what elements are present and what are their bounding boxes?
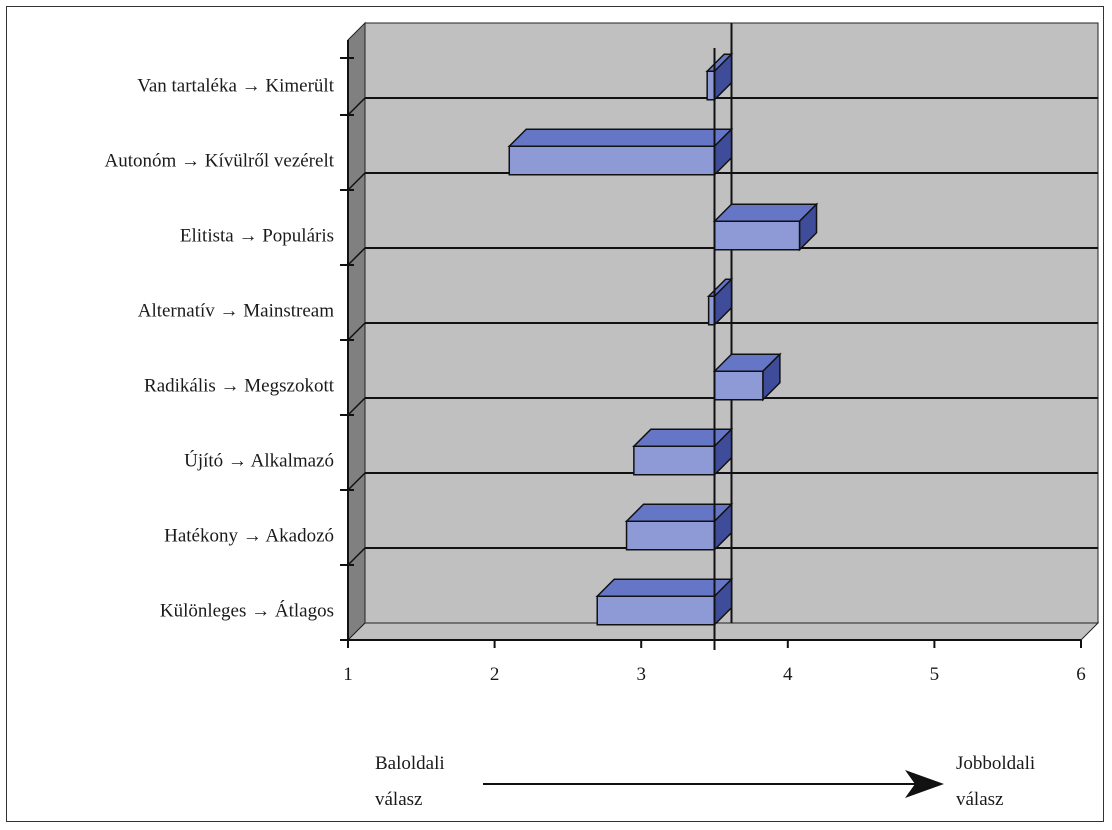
bar-top	[624, 503, 734, 522]
x-tick-label: 2	[490, 664, 500, 685]
gridline-side	[347, 247, 366, 266]
floor	[346, 622, 1100, 641]
x-tick-label: 1	[343, 664, 353, 685]
gridline-side	[347, 97, 366, 116]
bar-front	[625, 520, 716, 551]
left-note-line1: Baloldali	[375, 753, 445, 774]
x-tick-labels: 1 2 3 4 5 6	[343, 664, 1086, 685]
bar	[624, 502, 734, 552]
bar-front	[596, 595, 716, 626]
bar	[705, 52, 734, 102]
category-label: Alternatív → Mainstream	[138, 301, 335, 322]
category-label: Autonóm → Kívülről vezérelt	[104, 151, 334, 172]
category-label: Van tartaléka → Kimerült	[137, 76, 335, 97]
bars	[507, 48, 819, 650]
gridline-side	[347, 472, 366, 491]
direction-arrow-head	[905, 770, 944, 798]
category-label: Radikális → Megszokott	[144, 376, 335, 397]
bar	[712, 352, 782, 402]
bar-front	[713, 370, 764, 401]
category-label: Hatékony → Akadozó	[164, 526, 334, 547]
category-labels: Van tartaléka → Kimerült Autonóm → Kívülr…	[104, 76, 334, 622]
gridline-side	[347, 172, 366, 191]
bar-top	[507, 128, 734, 147]
bar-front	[633, 445, 716, 476]
bar-front	[713, 220, 801, 251]
bar-top	[595, 578, 734, 597]
bar-front	[508, 145, 716, 176]
right-note-line1: Jobboldali	[956, 753, 1035, 774]
bar	[632, 427, 734, 477]
bar	[507, 127, 734, 177]
x-tick-label: 4	[783, 664, 793, 685]
category-label: Újító → Alkalmazó	[184, 450, 334, 472]
gridline-side	[347, 322, 366, 341]
right-note-line2: válasz	[956, 789, 1003, 810]
gridline-side	[347, 547, 366, 566]
gridline-side	[347, 397, 366, 416]
bar	[595, 577, 734, 627]
bar	[712, 202, 819, 252]
left-note-line2: válasz	[375, 789, 422, 810]
bar-front	[706, 70, 716, 101]
x-tick-label: 3	[636, 664, 646, 685]
axes	[340, 40, 1082, 648]
x-tick-label: 6	[1076, 664, 1086, 685]
direction-annotation: Baloldali válasz Jobboldali válasz	[375, 753, 1035, 810]
category-label: Elitista → Populáris	[180, 226, 334, 247]
category-label: Különleges → Átlagos	[160, 600, 334, 622]
x-tick-label: 5	[930, 664, 940, 685]
